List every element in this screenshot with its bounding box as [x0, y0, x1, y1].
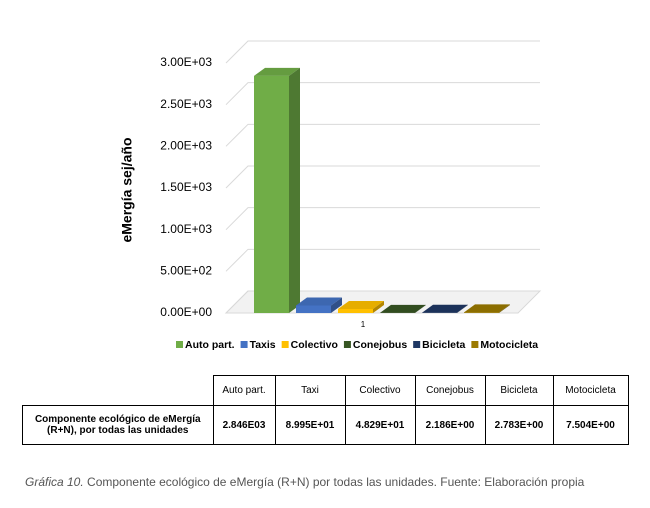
y-tick-label: 3.00E+03 — [160, 55, 212, 69]
caption: Gráfica 10. Componente ecológico de eMer… — [25, 475, 584, 489]
bar-side — [499, 304, 510, 313]
bar-top — [422, 304, 468, 313]
y-tick-label: 1.00E+03 — [160, 222, 212, 236]
bar-side — [457, 304, 468, 313]
grid-line — [225, 82, 540, 106]
bar-top — [338, 300, 384, 309]
legend-label: Motocicleta — [480, 339, 538, 351]
value-cell: 8.995E+01 — [274, 405, 346, 445]
legend-label: Colectivo — [291, 339, 338, 351]
header-cell: Taxi — [274, 375, 346, 406]
value-cell: 2.783E+00 — [484, 405, 554, 445]
y-tick-label: 5.00E+02 — [160, 264, 212, 278]
bar-front — [296, 305, 331, 313]
legend-swatch — [176, 341, 183, 348]
bar — [464, 304, 510, 313]
value-cell: 4.829E+01 — [344, 405, 416, 445]
header-cell: Colectivo — [344, 375, 416, 406]
bar-top — [296, 297, 342, 306]
grid-line — [225, 123, 540, 147]
header-cell: Conejobus — [414, 375, 486, 406]
legend-label: Conejobus — [353, 339, 407, 351]
grid-line — [225, 290, 540, 314]
caption-label: Gráfica 10. — [25, 475, 84, 489]
y-axis-title: eMergía sej/año — [119, 137, 135, 242]
bar — [254, 67, 300, 313]
value-cell: 2.186E+00 — [414, 405, 486, 445]
bar-side — [373, 300, 384, 313]
grid-line — [225, 165, 540, 189]
legend-label: Taxis — [250, 339, 276, 351]
table-row: Componente ecológico de eMergía (R+N), p… — [22, 405, 629, 445]
legend-label: Auto part. — [185, 339, 235, 351]
bar — [338, 300, 384, 313]
y-tick-label: 2.50E+03 — [160, 97, 212, 111]
value-cell: 2.846E03 — [212, 405, 276, 445]
legend-swatch — [343, 341, 351, 348]
table-header: Auto part. Taxi Colectivo Conejobus Biciclet… — [22, 375, 629, 406]
bar-side — [415, 304, 426, 313]
bar-front — [254, 75, 289, 313]
bar-side — [289, 67, 300, 313]
caption-text: Componente ecológico de eMergía (R+N) po… — [87, 475, 585, 489]
legend-swatch — [240, 341, 248, 348]
legend-swatch — [281, 341, 289, 348]
bar-top — [380, 304, 426, 313]
bar-front — [338, 308, 373, 313]
legend-swatch — [471, 341, 479, 348]
bar-side — [331, 297, 342, 313]
legend-label: Bicicleta — [422, 339, 465, 351]
header-cell: Bicicleta — [484, 375, 554, 406]
data-table: Auto part. Taxi Colectivo Conejobus Biciclet… — [22, 375, 629, 445]
header-cell: Auto part. — [212, 375, 276, 406]
bar-front — [464, 312, 499, 313]
grid-line — [225, 207, 540, 231]
row-label: Componente ecológico de eMergía (R+N), p… — [22, 405, 214, 445]
bar — [422, 304, 468, 313]
grid-line — [225, 40, 540, 64]
y-tick-label: 2.00E+03 — [160, 139, 212, 153]
chart: eMergía sej/año 0.00E+00 5.00E+02 1.00E+03… — [119, 40, 542, 351]
header-cell: Motocicleta — [552, 375, 629, 406]
legend-swatch — [413, 341, 421, 348]
y-tick-label: 0.00E+00 — [160, 305, 212, 319]
bar-top — [464, 304, 510, 313]
value-cell: 7.504E+00 — [552, 405, 629, 445]
bar — [380, 304, 426, 313]
bar-top — [254, 67, 300, 76]
bar — [296, 297, 342, 313]
grid-line — [225, 248, 540, 272]
empty-cell — [22, 375, 214, 406]
y-tick-label: 1.50E+03 — [160, 180, 212, 194]
x-tick-label: 1 — [361, 320, 366, 329]
